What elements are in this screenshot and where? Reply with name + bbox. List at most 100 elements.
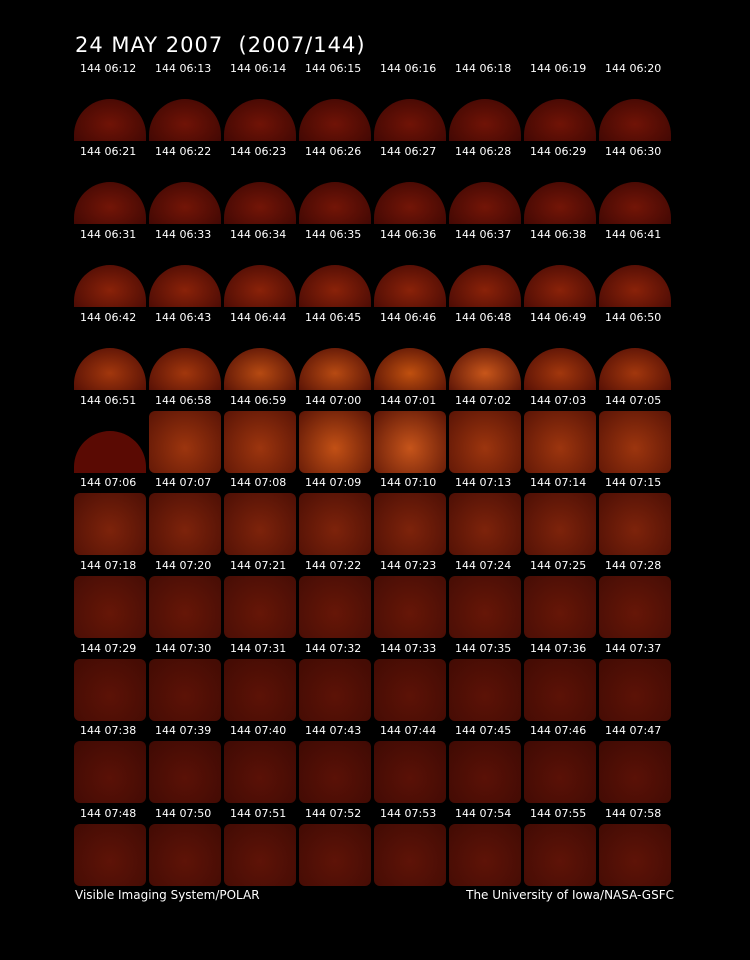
frame-timestamp: 144 06:33: [155, 228, 212, 241]
frame-timestamp: 144 06:23: [230, 145, 287, 158]
frame-timestamp: 144 07:28: [605, 559, 662, 572]
auroral-image-frame: [374, 348, 446, 390]
auroral-image-frame: [524, 348, 596, 390]
auroral-image-frame: [599, 182, 671, 224]
frame-timestamp: 144 06:14: [230, 62, 287, 75]
auroral-image-frame: [599, 824, 671, 886]
auroral-image-frame: [74, 493, 146, 555]
auroral-image-frame: [149, 348, 221, 390]
frame-timestamp: 144 06:28: [455, 145, 512, 158]
frame-timestamp: 144 07:20: [155, 559, 212, 572]
frame-timestamp: 144 07:05: [605, 394, 662, 407]
auroral-image-frame: [374, 659, 446, 721]
frame-timestamp: 144 06:20: [605, 62, 662, 75]
frame-timestamp: 144 07:15: [605, 476, 662, 489]
frame-timestamp: 144 07:29: [80, 642, 137, 655]
auroral-image-frame: [299, 493, 371, 555]
frame-timestamp: 144 06:18: [455, 62, 512, 75]
frame-timestamp: 144 07:45: [455, 724, 512, 737]
frame-timestamp: 144 06:35: [305, 228, 362, 241]
auroral-image-frame: [524, 824, 596, 886]
auroral-image-frame: [74, 99, 146, 141]
frame-timestamp: 144 07:10: [380, 476, 437, 489]
frame-timestamp: 144 06:41: [605, 228, 662, 241]
frame-timestamp: 144 07:35: [455, 642, 512, 655]
auroral-image-frame: [599, 348, 671, 390]
auroral-image-frame: [224, 576, 296, 638]
auroral-image-frame: [599, 576, 671, 638]
auroral-image-frame: [74, 348, 146, 390]
frame-timestamp: 144 07:52: [305, 807, 362, 820]
frame-timestamp: 144 07:23: [380, 559, 437, 572]
frame-timestamp: 144 07:24: [455, 559, 512, 572]
frame-timestamp: 144 07:03: [530, 394, 587, 407]
frame-timestamp: 144 06:29: [530, 145, 587, 158]
auroral-image-frame: [449, 348, 521, 390]
auroral-image-frame: [149, 493, 221, 555]
frame-timestamp: 144 07:09: [305, 476, 362, 489]
auroral-image-frame: [524, 265, 596, 307]
auroral-image-frame: [149, 576, 221, 638]
frame-timestamp: 144 07:50: [155, 807, 212, 820]
frame-timestamp: 144 06:34: [230, 228, 287, 241]
auroral-image-frame: [449, 576, 521, 638]
frame-timestamp: 144 07:33: [380, 642, 437, 655]
frame-timestamp: 144 07:02: [455, 394, 512, 407]
frame-timestamp: 144 06:45: [305, 311, 362, 324]
frame-timestamp: 144 07:00: [305, 394, 362, 407]
frame-timestamp: 144 07:39: [155, 724, 212, 737]
auroral-image-frame: [149, 99, 221, 141]
auroral-image-frame: [299, 411, 371, 473]
frame-timestamp: 144 06:22: [155, 145, 212, 158]
frame-timestamp: 144 07:38: [80, 724, 137, 737]
auroral-image-frame: [224, 741, 296, 803]
auroral-image-frame: [299, 348, 371, 390]
auroral-image-frame: [449, 824, 521, 886]
auroral-image-frame: [224, 824, 296, 886]
auroral-image-frame: [299, 99, 371, 141]
auroral-image-frame: [524, 99, 596, 141]
page-title: 24 MAY 2007 (2007/144): [75, 33, 366, 57]
frame-timestamp: 144 06:30: [605, 145, 662, 158]
auroral-image-frame: [299, 182, 371, 224]
auroral-image-frame: [374, 741, 446, 803]
auroral-image-frame: [224, 182, 296, 224]
auroral-image-frame: [224, 348, 296, 390]
auroral-image-frame: [449, 659, 521, 721]
auroral-image-frame: [374, 182, 446, 224]
auroral-image-frame: [149, 265, 221, 307]
frame-timestamp: 144 07:43: [305, 724, 362, 737]
auroral-image-frame: [449, 99, 521, 141]
frame-timestamp: 144 07:30: [155, 642, 212, 655]
frame-timestamp: 144 07:36: [530, 642, 587, 655]
frame-timestamp: 144 06:59: [230, 394, 287, 407]
auroral-image-frame: [449, 182, 521, 224]
auroral-image-frame: [524, 411, 596, 473]
frame-timestamp: 144 06:37: [455, 228, 512, 241]
frame-timestamp: 144 07:48: [80, 807, 137, 820]
frame-timestamp: 144 07:07: [155, 476, 212, 489]
auroral-image-frame: [224, 493, 296, 555]
auroral-image-frame: [224, 99, 296, 141]
auroral-image-frame: [149, 659, 221, 721]
frame-timestamp: 144 07:25: [530, 559, 587, 572]
auroral-image-frame: [599, 741, 671, 803]
auroral-image-frame: [149, 741, 221, 803]
frame-timestamp: 144 06:21: [80, 145, 137, 158]
auroral-image-frame: [374, 411, 446, 473]
auroral-image-frame: [74, 659, 146, 721]
auroral-image-frame: [599, 99, 671, 141]
auroral-image-frame: [74, 431, 146, 473]
frame-timestamp: 144 07:58: [605, 807, 662, 820]
frame-timestamp: 144 07:13: [455, 476, 512, 489]
auroral-image-frame: [374, 824, 446, 886]
frame-timestamp: 144 06:46: [380, 311, 437, 324]
frame-timestamp: 144 06:50: [605, 311, 662, 324]
auroral-image-frame: [149, 182, 221, 224]
auroral-image-frame: [299, 741, 371, 803]
frame-timestamp: 144 06:19: [530, 62, 587, 75]
auroral-image-frame: [599, 265, 671, 307]
auroral-image-frame: [299, 824, 371, 886]
auroral-image-frame: [74, 824, 146, 886]
frame-timestamp: 144 07:14: [530, 476, 587, 489]
